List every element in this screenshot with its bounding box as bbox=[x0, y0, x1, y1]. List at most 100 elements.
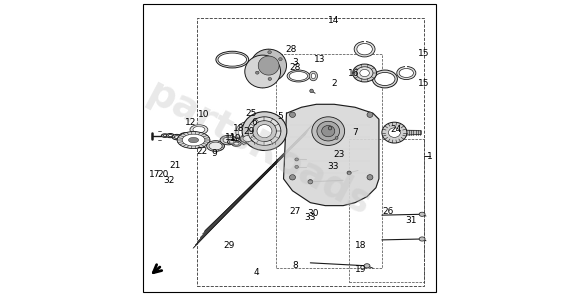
Ellipse shape bbox=[290, 175, 295, 180]
Ellipse shape bbox=[207, 141, 225, 151]
Ellipse shape bbox=[163, 135, 167, 136]
Ellipse shape bbox=[229, 140, 234, 143]
Text: 10: 10 bbox=[198, 110, 210, 119]
Ellipse shape bbox=[360, 69, 369, 77]
Text: 1: 1 bbox=[427, 152, 433, 161]
Text: 27: 27 bbox=[290, 207, 301, 216]
Bar bbox=[276, 54, 382, 268]
Ellipse shape bbox=[220, 135, 237, 145]
Ellipse shape bbox=[177, 131, 210, 149]
Text: 11: 11 bbox=[225, 133, 237, 142]
Ellipse shape bbox=[295, 158, 298, 161]
Ellipse shape bbox=[399, 69, 413, 77]
Ellipse shape bbox=[166, 134, 174, 138]
Text: 22: 22 bbox=[197, 148, 208, 156]
Text: 18: 18 bbox=[233, 124, 244, 133]
Text: 5: 5 bbox=[277, 112, 283, 121]
Ellipse shape bbox=[309, 71, 317, 81]
Ellipse shape bbox=[289, 72, 307, 80]
Text: 33: 33 bbox=[327, 162, 339, 171]
Ellipse shape bbox=[295, 165, 298, 168]
Text: 9: 9 bbox=[211, 149, 217, 158]
Text: 28: 28 bbox=[290, 63, 301, 72]
Ellipse shape bbox=[255, 71, 259, 74]
Ellipse shape bbox=[232, 141, 241, 146]
Text: 12: 12 bbox=[185, 118, 196, 127]
Bar bbox=[349, 139, 424, 282]
Text: 26: 26 bbox=[382, 207, 394, 216]
Ellipse shape bbox=[367, 175, 373, 180]
Ellipse shape bbox=[248, 117, 281, 145]
Text: 14: 14 bbox=[328, 16, 339, 25]
Ellipse shape bbox=[209, 142, 222, 150]
Text: 4: 4 bbox=[254, 268, 259, 277]
Text: partsRoads: partsRoads bbox=[141, 74, 378, 224]
Ellipse shape bbox=[375, 72, 395, 86]
Ellipse shape bbox=[372, 70, 397, 88]
Ellipse shape bbox=[239, 124, 258, 141]
Ellipse shape bbox=[354, 41, 375, 57]
Text: 25: 25 bbox=[245, 109, 257, 118]
Ellipse shape bbox=[162, 134, 168, 137]
Text: 23: 23 bbox=[334, 150, 345, 159]
Ellipse shape bbox=[310, 89, 313, 93]
Text: 30: 30 bbox=[307, 209, 318, 218]
Ellipse shape bbox=[245, 55, 281, 88]
Text: 18: 18 bbox=[356, 241, 367, 250]
Ellipse shape bbox=[234, 142, 239, 145]
Text: 31: 31 bbox=[405, 216, 417, 225]
Text: 32: 32 bbox=[163, 176, 174, 185]
Ellipse shape bbox=[218, 53, 247, 66]
Ellipse shape bbox=[364, 264, 370, 268]
Text: 15: 15 bbox=[418, 79, 430, 88]
Text: 6: 6 bbox=[251, 118, 257, 127]
Text: 8: 8 bbox=[292, 261, 298, 270]
Ellipse shape bbox=[228, 139, 236, 144]
Ellipse shape bbox=[188, 137, 199, 143]
Ellipse shape bbox=[317, 121, 339, 141]
Ellipse shape bbox=[367, 112, 373, 117]
Ellipse shape bbox=[193, 126, 205, 133]
Ellipse shape bbox=[335, 136, 338, 139]
Bar bbox=[197, 18, 424, 286]
Text: 29: 29 bbox=[243, 127, 255, 136]
Text: 7: 7 bbox=[352, 128, 358, 137]
Text: 15: 15 bbox=[418, 49, 430, 58]
Text: 21: 21 bbox=[169, 161, 181, 170]
Ellipse shape bbox=[268, 77, 272, 80]
Ellipse shape bbox=[179, 133, 192, 140]
Polygon shape bbox=[406, 130, 421, 135]
Text: 17: 17 bbox=[149, 170, 160, 179]
Ellipse shape bbox=[357, 44, 372, 55]
Ellipse shape bbox=[223, 137, 234, 143]
Text: 29: 29 bbox=[223, 241, 234, 250]
Text: 2: 2 bbox=[331, 79, 337, 88]
Text: 13: 13 bbox=[314, 55, 325, 64]
Ellipse shape bbox=[356, 67, 373, 79]
Ellipse shape bbox=[278, 58, 282, 60]
Ellipse shape bbox=[251, 49, 287, 82]
Ellipse shape bbox=[419, 212, 425, 216]
Ellipse shape bbox=[174, 136, 179, 138]
Ellipse shape bbox=[172, 134, 182, 140]
Ellipse shape bbox=[290, 112, 295, 117]
Ellipse shape bbox=[389, 128, 400, 137]
Ellipse shape bbox=[287, 70, 310, 82]
Ellipse shape bbox=[183, 135, 189, 138]
Text: 16: 16 bbox=[348, 69, 360, 77]
Ellipse shape bbox=[268, 51, 272, 54]
Ellipse shape bbox=[243, 136, 252, 142]
Ellipse shape bbox=[419, 237, 425, 241]
Ellipse shape bbox=[328, 126, 332, 130]
Text: 28: 28 bbox=[285, 45, 296, 54]
Text: 24: 24 bbox=[390, 125, 401, 134]
Text: 20: 20 bbox=[157, 170, 168, 179]
Ellipse shape bbox=[322, 125, 335, 137]
Polygon shape bbox=[284, 104, 379, 206]
Ellipse shape bbox=[382, 122, 407, 143]
Ellipse shape bbox=[308, 180, 313, 184]
Ellipse shape bbox=[236, 122, 261, 143]
Ellipse shape bbox=[242, 112, 287, 150]
Text: 33: 33 bbox=[305, 213, 316, 222]
Ellipse shape bbox=[190, 125, 208, 135]
